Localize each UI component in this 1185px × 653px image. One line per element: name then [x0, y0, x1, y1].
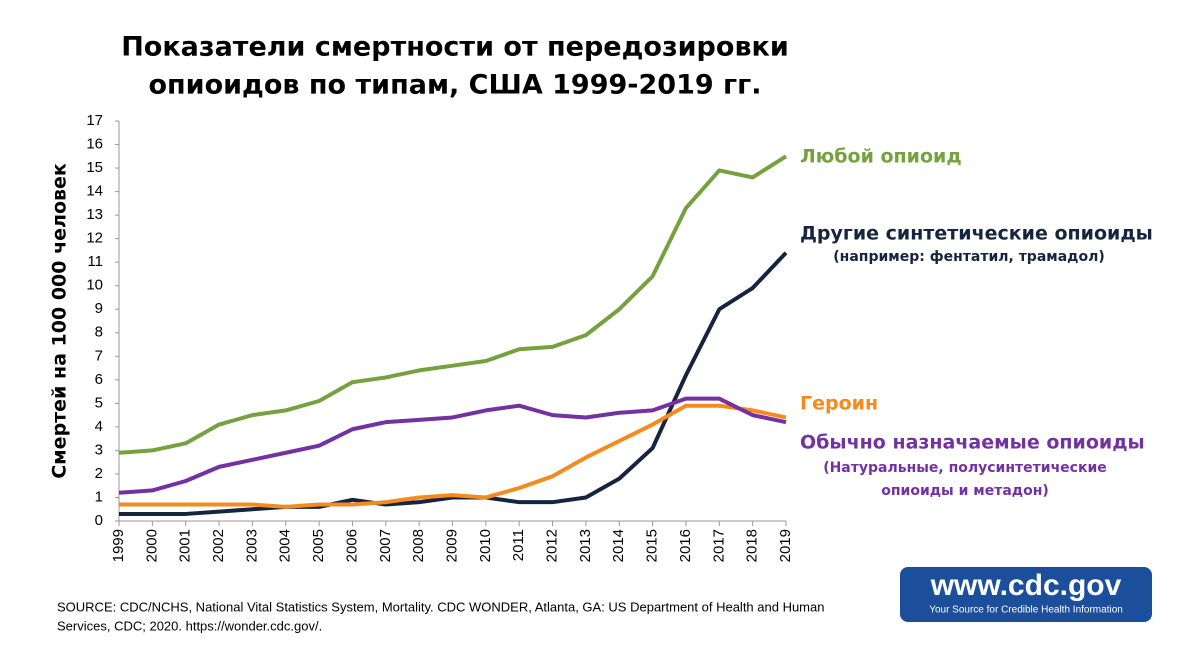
logo-box [900, 567, 1152, 622]
series-sublabel: опиоиды и метадон) [881, 483, 1049, 499]
x-tick-label: 2002 [210, 529, 227, 562]
series-sublabel: (например: фентатил, трамадол) [833, 249, 1105, 265]
y-tick-label: 5 [95, 394, 103, 411]
series-label: Обычно назначаемые опиоиды [800, 432, 1145, 454]
series-sublabel: (Натуральные, полусинтетические [823, 460, 1107, 476]
logo-url: www.cdc.gov [930, 569, 1122, 602]
y-axis-label: Смертей на 100 000 человек [49, 163, 71, 479]
x-tick-label: 2019 [777, 529, 794, 562]
x-tick-label: 2005 [310, 529, 327, 562]
series-line [118, 154, 788, 455]
y-tick-label: 3 [95, 441, 103, 458]
series-label: Любой опиоид [800, 146, 962, 168]
x-tick-label: 2003 [243, 529, 260, 562]
y-tick-label: 1 [95, 488, 103, 505]
y-tick-label: 16 [86, 135, 103, 152]
y-tick-label: 7 [95, 347, 103, 364]
y-tick-label: 9 [95, 300, 103, 317]
y-tick-label: 10 [86, 277, 103, 294]
y-tick-label: 14 [86, 183, 103, 200]
x-tick-label: 2012 [544, 529, 561, 562]
source-note: Services, CDC; 2020. https://wonder.cdc.… [57, 618, 322, 633]
series-label: Героин [800, 393, 878, 415]
logo-tagline: Your Source for Credible Health Informat… [929, 605, 1123, 616]
y-tick-label: 8 [95, 324, 103, 341]
y-tick-label: 4 [95, 418, 103, 435]
x-tick-label: 1999 [110, 529, 127, 562]
x-tick-label: 2007 [377, 529, 394, 562]
x-tick-label: 2018 [744, 529, 761, 562]
y-tick-label: 13 [86, 206, 103, 223]
series-label: Другие синтетические опиоиды [800, 223, 1153, 245]
series-line [119, 403, 787, 509]
x-tick-label: 2000 [143, 529, 160, 562]
y-tick-label: 17 [86, 112, 103, 129]
x-tick-label: 2001 [177, 529, 194, 562]
x-tick-label: 2016 [677, 529, 694, 562]
chart-title: опиоидов по типам, США 1999-2019 гг. [148, 70, 761, 101]
x-tick-label: 2006 [343, 529, 360, 562]
y-tick-label: 6 [95, 371, 103, 388]
x-tick-label: 2015 [644, 529, 661, 562]
y-tick-label: 0 [95, 512, 103, 529]
x-tick-label: 2010 [477, 529, 494, 562]
x-tick-label: 2013 [577, 529, 594, 562]
series-line [119, 251, 788, 516]
series-line [118, 396, 787, 495]
y-tick-label: 15 [86, 159, 103, 176]
x-tick-label: 2017 [710, 529, 727, 562]
y-tick-label: 2 [95, 465, 103, 482]
x-tick-label: 2004 [277, 529, 294, 562]
x-tick-label: 2008 [410, 529, 427, 562]
x-tick-label: 2014 [610, 529, 627, 562]
y-tick-label: 11 [87, 253, 103, 270]
x-tick-label: 2009 [443, 529, 460, 562]
chart-title: Показатели смертности от передозировки [121, 32, 789, 63]
x-tick-label: 2011 [510, 529, 527, 561]
source-note: SOURCE: CDC/NCHS, National Vital Statist… [57, 599, 824, 614]
y-tick-label: 12 [86, 230, 103, 247]
